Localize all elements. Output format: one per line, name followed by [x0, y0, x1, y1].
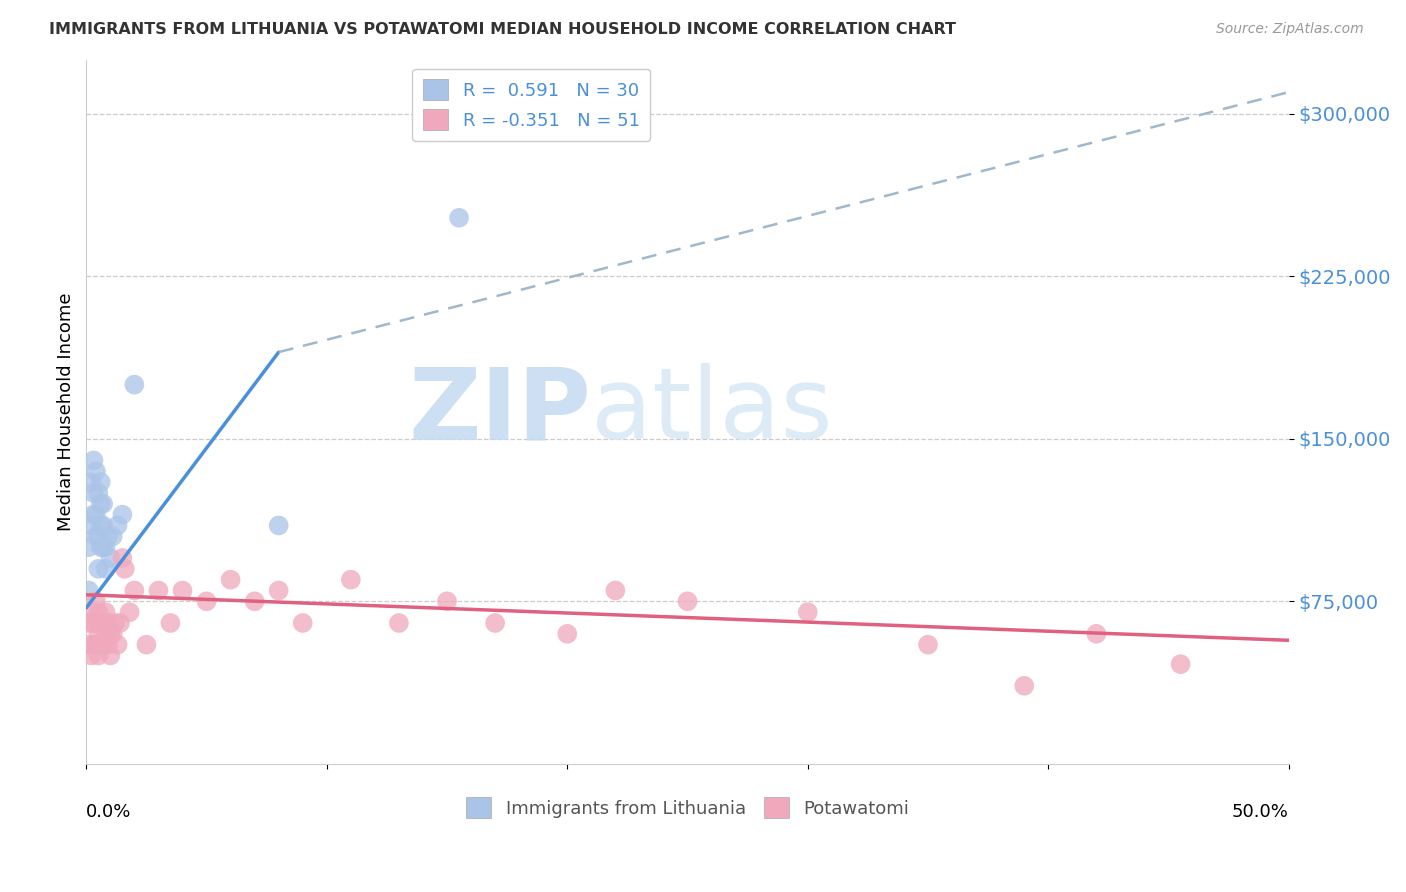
- Point: [83, 508, 105, 522]
- Point: [101, 627, 124, 641]
- Point: [101, 529, 124, 543]
- Text: ZIP: ZIP: [409, 363, 592, 460]
- Point: [83, 453, 105, 467]
- Text: atlas: atlas: [592, 363, 832, 460]
- Point: [484, 615, 506, 630]
- Point: [267, 583, 290, 598]
- Point: [1170, 657, 1192, 672]
- Point: [90, 540, 112, 554]
- Point: [83, 615, 105, 630]
- Point: [917, 638, 939, 652]
- Point: [97, 615, 120, 630]
- Point: [124, 377, 146, 392]
- Point: [80, 648, 103, 663]
- Point: [77, 615, 100, 630]
- Point: [77, 540, 100, 554]
- Point: [80, 518, 103, 533]
- Point: [291, 615, 314, 630]
- Point: [97, 638, 120, 652]
- Point: [98, 551, 121, 566]
- Point: [90, 638, 112, 652]
- Point: [97, 529, 120, 543]
- Point: [90, 615, 112, 630]
- Point: [98, 627, 121, 641]
- Point: [797, 605, 820, 619]
- Point: [555, 627, 578, 641]
- Point: [388, 615, 411, 630]
- Point: [605, 583, 627, 598]
- Point: [90, 497, 112, 511]
- Point: [87, 648, 110, 663]
- Point: [87, 627, 110, 641]
- Point: [111, 508, 134, 522]
- Point: [436, 594, 458, 608]
- Point: [84, 508, 107, 522]
- Point: [84, 615, 107, 630]
- Point: [83, 486, 105, 500]
- Point: [111, 551, 134, 566]
- Point: [87, 605, 110, 619]
- Point: [91, 615, 114, 630]
- Point: [449, 211, 471, 225]
- Point: [94, 627, 117, 641]
- Point: [267, 518, 290, 533]
- Point: [87, 562, 110, 576]
- Point: [1085, 627, 1108, 641]
- Point: [107, 518, 129, 533]
- Point: [83, 638, 105, 652]
- Point: [243, 594, 266, 608]
- Point: [172, 583, 194, 598]
- Point: [94, 540, 117, 554]
- Point: [84, 529, 107, 543]
- Legend: Immigrants from Lithuania, Potawatomi: Immigrants from Lithuania, Potawatomi: [458, 790, 917, 825]
- Point: [148, 583, 170, 598]
- Point: [84, 594, 107, 608]
- Point: [91, 497, 114, 511]
- Point: [91, 518, 114, 533]
- Text: IMMIGRANTS FROM LITHUANIA VS POTAWATOMI MEDIAN HOUSEHOLD INCOME CORRELATION CHAR: IMMIGRANTS FROM LITHUANIA VS POTAWATOMI …: [49, 22, 956, 37]
- Point: [98, 648, 121, 663]
- Point: [118, 605, 141, 619]
- Point: [90, 475, 112, 490]
- Y-axis label: Median Household Income: Median Household Income: [58, 293, 75, 531]
- Point: [80, 475, 103, 490]
- Point: [114, 562, 136, 576]
- Text: 0.0%: 0.0%: [86, 803, 132, 821]
- Point: [195, 594, 218, 608]
- Point: [1012, 679, 1035, 693]
- Point: [104, 615, 127, 630]
- Point: [80, 605, 103, 619]
- Point: [219, 573, 242, 587]
- Point: [77, 583, 100, 598]
- Point: [676, 594, 699, 608]
- Point: [77, 638, 100, 652]
- Text: 50.0%: 50.0%: [1232, 803, 1289, 821]
- Point: [94, 562, 117, 576]
- Point: [107, 638, 129, 652]
- Point: [159, 615, 181, 630]
- Point: [124, 583, 146, 598]
- Text: Source: ZipAtlas.com: Source: ZipAtlas.com: [1216, 22, 1364, 37]
- Point: [340, 573, 363, 587]
- Point: [94, 605, 117, 619]
- Point: [87, 486, 110, 500]
- Point: [90, 518, 112, 533]
- Point: [87, 529, 110, 543]
- Point: [108, 615, 131, 630]
- Point: [135, 638, 157, 652]
- Point: [91, 540, 114, 554]
- Point: [84, 638, 107, 652]
- Point: [91, 638, 114, 652]
- Point: [84, 464, 107, 478]
